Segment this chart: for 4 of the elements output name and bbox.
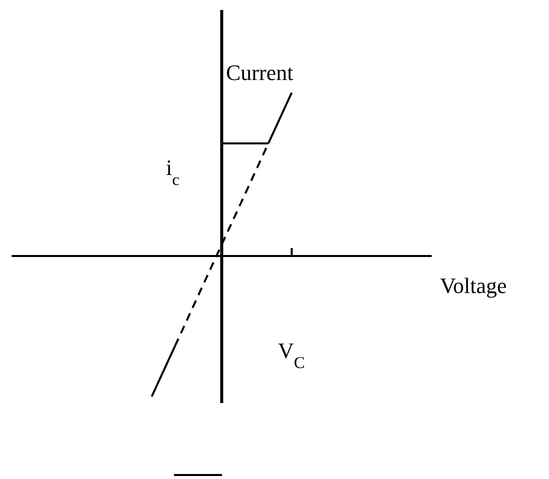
- annotation: V$_{C}$: [278, 338, 305, 372]
- annotation: i$_{c}$: [166, 155, 180, 188]
- text: Voltage: [440, 273, 507, 298]
- y-axis-title: Current: [226, 60, 294, 85]
